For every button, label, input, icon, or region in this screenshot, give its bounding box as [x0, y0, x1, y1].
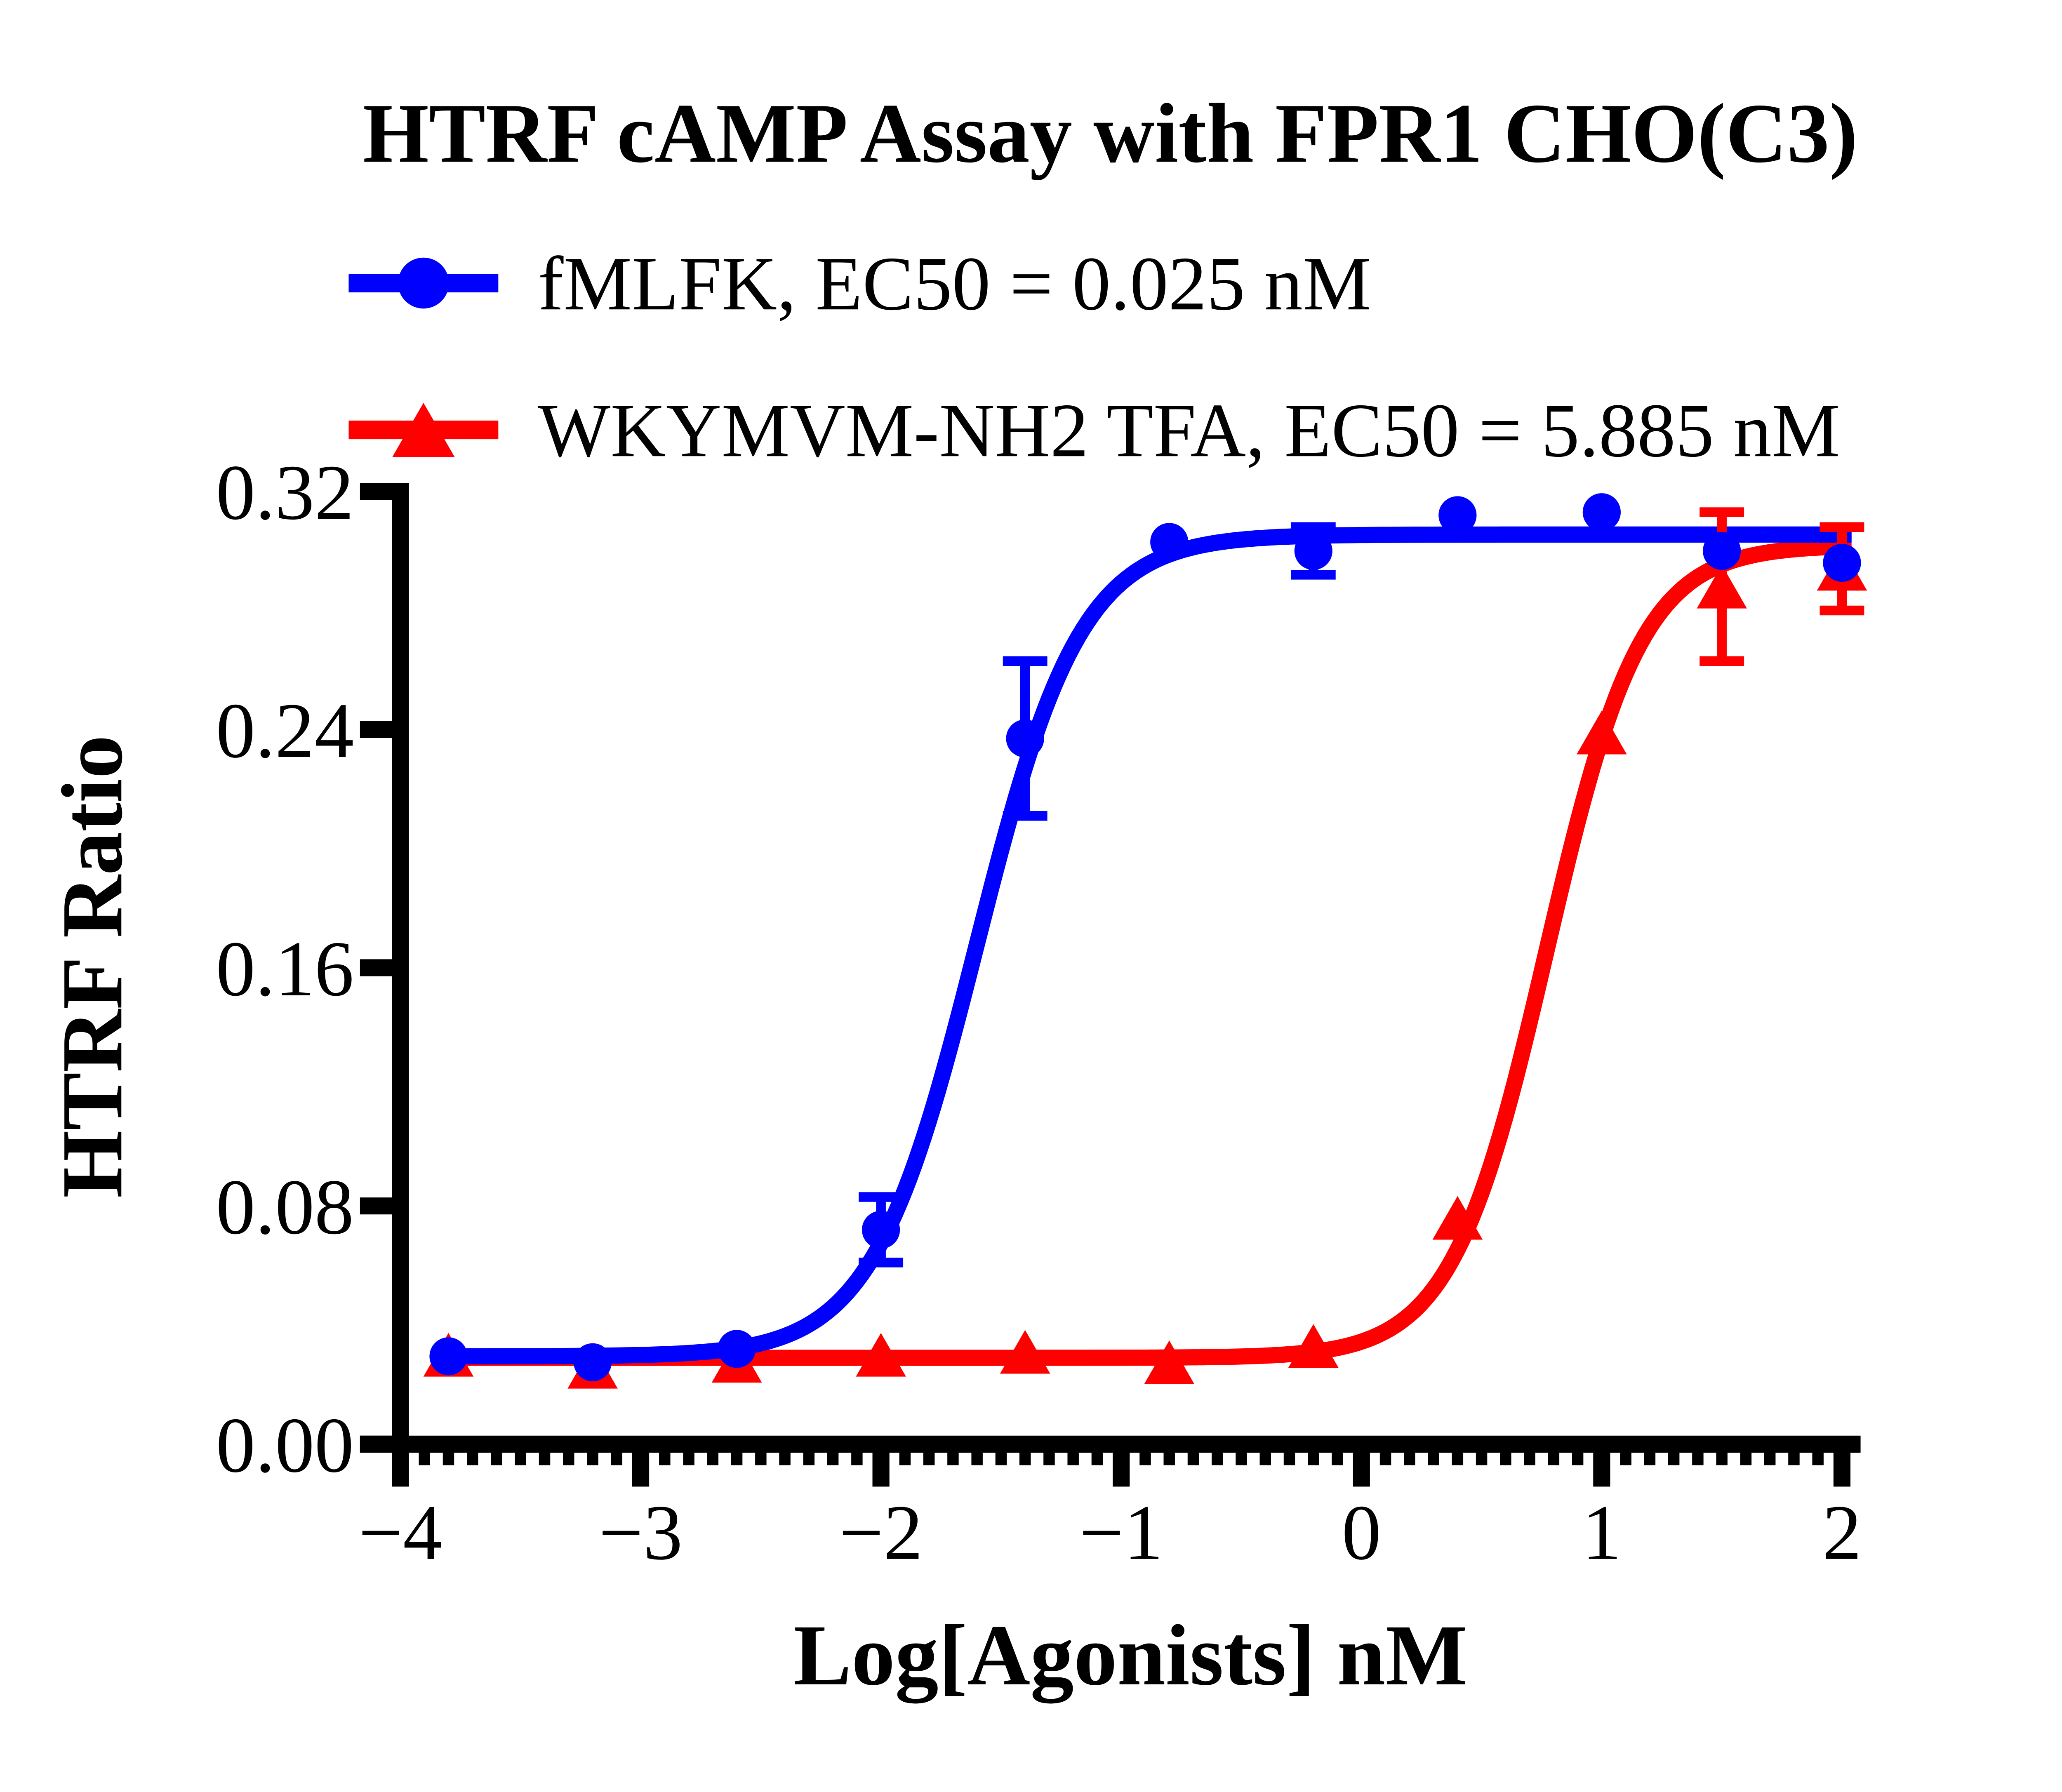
legend-item-fmlfk: fMLFK, EC50 = 0.025 nM [348, 241, 1371, 326]
legend-label-wkymvm: WKYMVM-NH2 TFA, EC50 = 5.885 nM [538, 388, 1840, 473]
data-point-circle [1150, 523, 1189, 561]
data-point-circle [718, 1330, 756, 1368]
data-point-circle [573, 1343, 612, 1381]
x-tick-label: −3 [599, 1489, 683, 1576]
x-tick-label: 0 [1342, 1489, 1381, 1576]
x-tick-label: 1 [1582, 1489, 1622, 1576]
legend-label-fmlfk: fMLFK, EC50 = 0.025 nM [538, 241, 1371, 326]
data-point-triangle [856, 1333, 906, 1377]
series-fmlfk [429, 493, 1861, 1381]
chart-title: HTRF cAMP Assay with FPR1 CHO(C3) [363, 86, 1858, 180]
legend-triangle-marker-icon [392, 402, 455, 457]
fit-curve-fmlfk [448, 526, 1852, 1364]
legend-item-wkymvm: WKYMVM-NH2 TFA, EC50 = 5.885 nM [348, 388, 1840, 473]
y-tick-label: 0.00 [216, 1402, 354, 1489]
data-point-triangle [1288, 1324, 1339, 1368]
y-tick-label: 0.24 [216, 687, 354, 774]
data-point-circle [1823, 543, 1861, 582]
legend: fMLFK, EC50 = 0.025 nM WKYMVM-NH2 TFA, E… [348, 241, 1840, 473]
series-wkymvm-nh2-tfa [423, 507, 1867, 1389]
x-tick-label: 2 [1822, 1489, 1862, 1576]
data-point-triangle [1432, 1196, 1483, 1240]
data-point-triangle [1000, 1330, 1050, 1374]
x-tick-label: −4 [358, 1489, 442, 1576]
y-tick-label: 0.32 [216, 449, 354, 536]
x-tick-label: −1 [1079, 1489, 1163, 1576]
y-tick-label: 0.16 [216, 926, 354, 1013]
data-point-circle [862, 1211, 900, 1249]
data-point-circle [1294, 531, 1332, 570]
data-point-triangle [1577, 710, 1627, 755]
data-point-triangle [1144, 1340, 1195, 1384]
data-point-circle [1703, 531, 1741, 570]
data-point-circle [1438, 496, 1477, 534]
y-tick-label: 0.08 [216, 1164, 354, 1251]
plot-area: 0.00 0.08 0.16 0.24 0.32 −4 −3 −2 −1 0 1 2 [216, 449, 1867, 1576]
data-point-circle [429, 1337, 468, 1376]
x-axis-title: Log[Agonists] nM [793, 1607, 1467, 1703]
x-tick-label: −2 [839, 1489, 923, 1576]
fit-curve-wkymvm-nh2-tfa [448, 538, 1852, 1366]
data-point-circle [1582, 493, 1621, 531]
data-point-circle [1006, 719, 1044, 758]
data-point-triangle [1697, 564, 1747, 609]
legend-circle-marker-icon [398, 257, 449, 309]
y-axis-title: HTRF Ratio [44, 735, 140, 1198]
